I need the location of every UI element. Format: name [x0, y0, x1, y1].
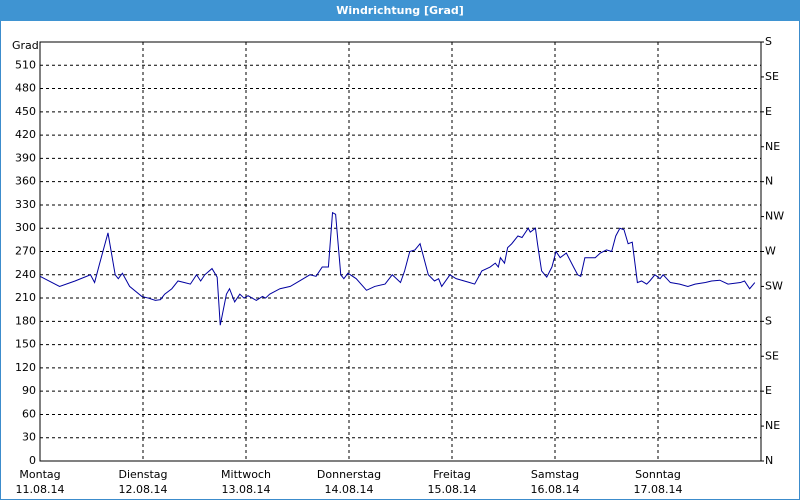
y-tick-label: 0 [29, 454, 36, 467]
y-tick-label: 240 [15, 268, 36, 281]
y-tick-label: 480 [15, 82, 36, 95]
chart-title: Windrichtung [Grad] [336, 4, 464, 17]
y-tick-label: 510 [15, 58, 36, 71]
y-tick-label: 30 [22, 431, 36, 444]
x-tick-label: 12.08.14 [119, 483, 168, 496]
x-tick-label: Samstag [531, 468, 579, 481]
x-tick-label: Montag [19, 468, 60, 481]
y2-tick-label: SE [765, 349, 779, 362]
y-tick-label: 360 [15, 175, 36, 188]
y-tick-label: 210 [15, 291, 36, 304]
y2-tick-label: S [765, 35, 772, 48]
y2-tick-label: SE [765, 70, 779, 83]
x-tick-label: Sonntag [635, 468, 681, 481]
y-tick-label: 180 [15, 314, 36, 327]
y-tick-label: 420 [15, 128, 36, 141]
x-tick-label: 16.08.14 [531, 483, 580, 496]
x-tick-label: Dienstag [118, 468, 167, 481]
y2-tick-label: NE [765, 140, 780, 153]
y-axis-label: Grad [12, 39, 39, 52]
y-tick-label: 150 [15, 338, 36, 351]
y-tick-label: 90 [22, 384, 36, 397]
x-tick-label: 11.08.14 [16, 483, 65, 496]
data-line [39, 211, 756, 326]
x-tick-label: Mittwoch [221, 468, 271, 481]
x-tick-label: 15.08.14 [428, 483, 477, 496]
y2-tick-label: NE [765, 419, 780, 432]
y2-tick-label: S [765, 314, 772, 327]
y2-tick-label: W [765, 245, 776, 258]
x-tick-label: 13.08.14 [222, 483, 271, 496]
y2-tick-label: NW [765, 210, 784, 223]
y2-tick-label: E [765, 384, 772, 397]
y-tick-label: 270 [15, 245, 36, 258]
y2-tick-label: SW [765, 279, 783, 292]
y-tick-label: 390 [15, 151, 36, 164]
x-tick-label: 14.08.14 [325, 483, 374, 496]
y2-tick-label: E [765, 105, 772, 118]
x-tick-label: 17.08.14 [634, 483, 683, 496]
y-tick-label: 450 [15, 105, 36, 118]
y2-tick-label: N [765, 175, 773, 188]
x-tick-label: Freitag [433, 468, 471, 481]
y-tick-label: 120 [15, 361, 36, 374]
y-tick-label: 300 [15, 221, 36, 234]
y-tick-label: 330 [15, 198, 36, 211]
y-tick-label: 60 [22, 407, 36, 420]
title-bar [0, 0, 800, 21]
y2-tick-label: N [765, 454, 773, 467]
x-tick-label: Donnerstag [317, 468, 381, 481]
